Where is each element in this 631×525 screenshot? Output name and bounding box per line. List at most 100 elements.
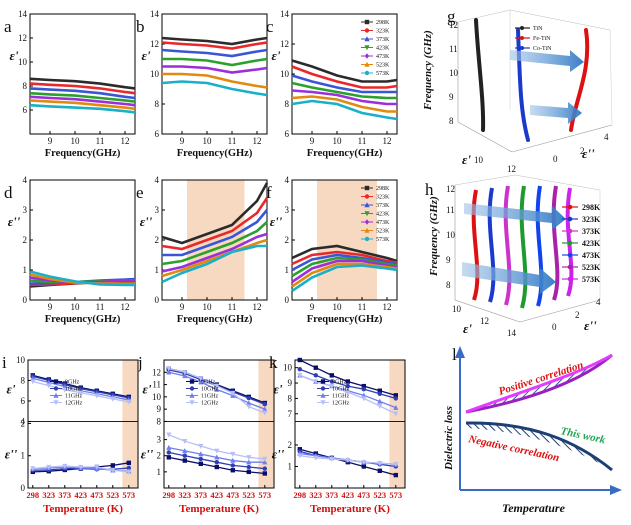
point-top-12GHz bbox=[246, 404, 252, 410]
h-legend-marker-6 bbox=[567, 276, 573, 282]
series-line-373K bbox=[29, 87, 136, 100]
legend-marker-523K bbox=[364, 227, 370, 233]
legend-label-298K: 298K bbox=[376, 20, 390, 26]
g-curve-tin bbox=[474, 18, 486, 132]
y-axis-label: ε' bbox=[142, 48, 151, 63]
h-ytick-3: 11 bbox=[446, 205, 455, 215]
y-tick-label: 0 bbox=[21, 483, 26, 493]
legend-label-11GHz: 11GHz bbox=[332, 394, 349, 400]
series-line-423K bbox=[291, 81, 397, 100]
h-legend-marker-1 bbox=[567, 216, 573, 222]
series-line-573K bbox=[161, 244, 267, 284]
series-line-523K bbox=[29, 99, 136, 111]
panel-letter-b: b bbox=[136, 17, 145, 36]
x-tick-label: 423 bbox=[210, 490, 223, 500]
x-tick-label: 473 bbox=[226, 490, 239, 500]
legend-label-373K: 373K bbox=[376, 203, 390, 209]
y-tick-label: 2 bbox=[23, 235, 28, 245]
point-bottom-9GHz bbox=[166, 455, 171, 460]
h-ytick-0: 8 bbox=[446, 280, 451, 290]
legend-label-473K: 473K bbox=[376, 54, 390, 60]
series-line-473K bbox=[161, 232, 268, 273]
legend-marker-423K bbox=[364, 211, 370, 217]
chart-k: 7 8 9 10ε' 1 2ε'' 298 323 373 423 473 523 573 Tempera… bbox=[269, 353, 406, 515]
g-ytick-3: 11 bbox=[449, 44, 458, 54]
point-top-11GHz bbox=[214, 386, 220, 392]
y-tick-label: 8 bbox=[23, 81, 28, 91]
series-line-423K bbox=[29, 91, 136, 103]
h-legend-marker-0 bbox=[567, 204, 573, 210]
y-tick-label: 4 bbox=[21, 416, 26, 426]
x-tick-label: 12 bbox=[253, 136, 262, 146]
point-bottom-12GHz bbox=[30, 466, 36, 472]
y-tick-label: 8 bbox=[21, 375, 26, 385]
y-tick-label: 9 bbox=[157, 404, 162, 414]
point-top-9GHz bbox=[297, 357, 302, 363]
x-tick-label: 10 bbox=[203, 302, 213, 312]
h-box-floor bbox=[519, 299, 601, 323]
point-top-10GHz bbox=[297, 367, 302, 372]
series-line-473K bbox=[29, 95, 136, 107]
h-arrow-1 bbox=[464, 203, 566, 230]
l-x-arrowhead bbox=[610, 485, 622, 495]
legend-marker-10GHz bbox=[320, 386, 326, 391]
g-ytick-4: 12 bbox=[449, 20, 458, 30]
point-top-12GHz bbox=[377, 403, 383, 409]
x-tick-label: 298 bbox=[26, 490, 39, 500]
chart-i: 4 6 8 10 ε' 0 1 2 ε'' 298 323 373 423 473 523 573 Temper… bbox=[2, 353, 139, 515]
y-axis-label: ε' bbox=[272, 48, 281, 63]
point-top-9GHz bbox=[377, 388, 382, 393]
shaded-region bbox=[389, 360, 405, 488]
point-top-10GHz bbox=[393, 396, 398, 401]
y-tick-label: 12 bbox=[280, 39, 289, 49]
point-top-12GHz bbox=[329, 383, 335, 389]
legend-marker-573K bbox=[364, 236, 370, 242]
y-tick-label: 14 bbox=[18, 9, 28, 19]
point-top-12GHz bbox=[345, 390, 351, 396]
x-tick-label: 10 bbox=[71, 302, 81, 312]
point-top-12GHz bbox=[262, 410, 268, 416]
legend-marker-9GHz bbox=[189, 379, 195, 384]
y-axis-label: ε'' bbox=[140, 214, 153, 229]
y-axis-label-bottom: ε'' bbox=[141, 447, 154, 462]
point-top-9GHz bbox=[345, 379, 350, 384]
legend-label-523K: 523K bbox=[376, 63, 390, 69]
point-bottom-9GHz bbox=[110, 463, 115, 468]
point-bottom-12GHz bbox=[214, 448, 220, 454]
y-tick-label: 4 bbox=[285, 175, 290, 185]
legend-marker-423K bbox=[364, 45, 370, 51]
legend-marker-298K bbox=[364, 19, 370, 25]
h-curve-473k bbox=[535, 185, 544, 307]
x-tick-label: 523 bbox=[242, 490, 255, 500]
point-bottom-12GHz bbox=[345, 457, 351, 463]
point-top-11GHz bbox=[393, 404, 399, 410]
y-tick-label: 14 bbox=[150, 9, 160, 19]
y-tick-label: 8 bbox=[157, 416, 162, 426]
legend-label-373K: 373K bbox=[376, 37, 390, 43]
x-tick-label: 523 bbox=[373, 490, 386, 500]
h-legend-marker-5 bbox=[567, 264, 573, 270]
h-legend-label-2: 373K bbox=[582, 227, 601, 236]
y-tick-label: 1 bbox=[155, 265, 160, 275]
legend-marker-12GHz bbox=[53, 400, 59, 406]
x-axis-label: Frequency(GHz) bbox=[307, 148, 383, 159]
panel-letter-j: j bbox=[137, 353, 143, 372]
legend-marker-10GHz bbox=[53, 386, 59, 391]
l-y-arrowhead bbox=[455, 346, 465, 358]
h-curves bbox=[471, 185, 574, 309]
g-yticks: 8 9 10 11 12 bbox=[449, 20, 459, 126]
series-line-473K bbox=[162, 65, 268, 74]
point-top-10GHz bbox=[246, 395, 251, 401]
point-top-10GHz bbox=[262, 402, 267, 407]
y-tick-label: 2 bbox=[21, 418, 26, 428]
x-tick-label: 573 bbox=[258, 490, 271, 500]
point-top-12GHz bbox=[182, 370, 188, 376]
legend-marker-373K bbox=[364, 36, 370, 42]
point-bottom-11GHz bbox=[182, 448, 188, 454]
point-bottom-12GHz bbox=[393, 462, 399, 468]
x-tick-label: 10 bbox=[71, 136, 81, 146]
panel-letter-l: l bbox=[452, 345, 457, 364]
g-grid-right bbox=[609, 29, 613, 126]
legend-label-10GHz: 10GHz bbox=[65, 387, 83, 393]
h-box-frame bbox=[454, 185, 521, 323]
